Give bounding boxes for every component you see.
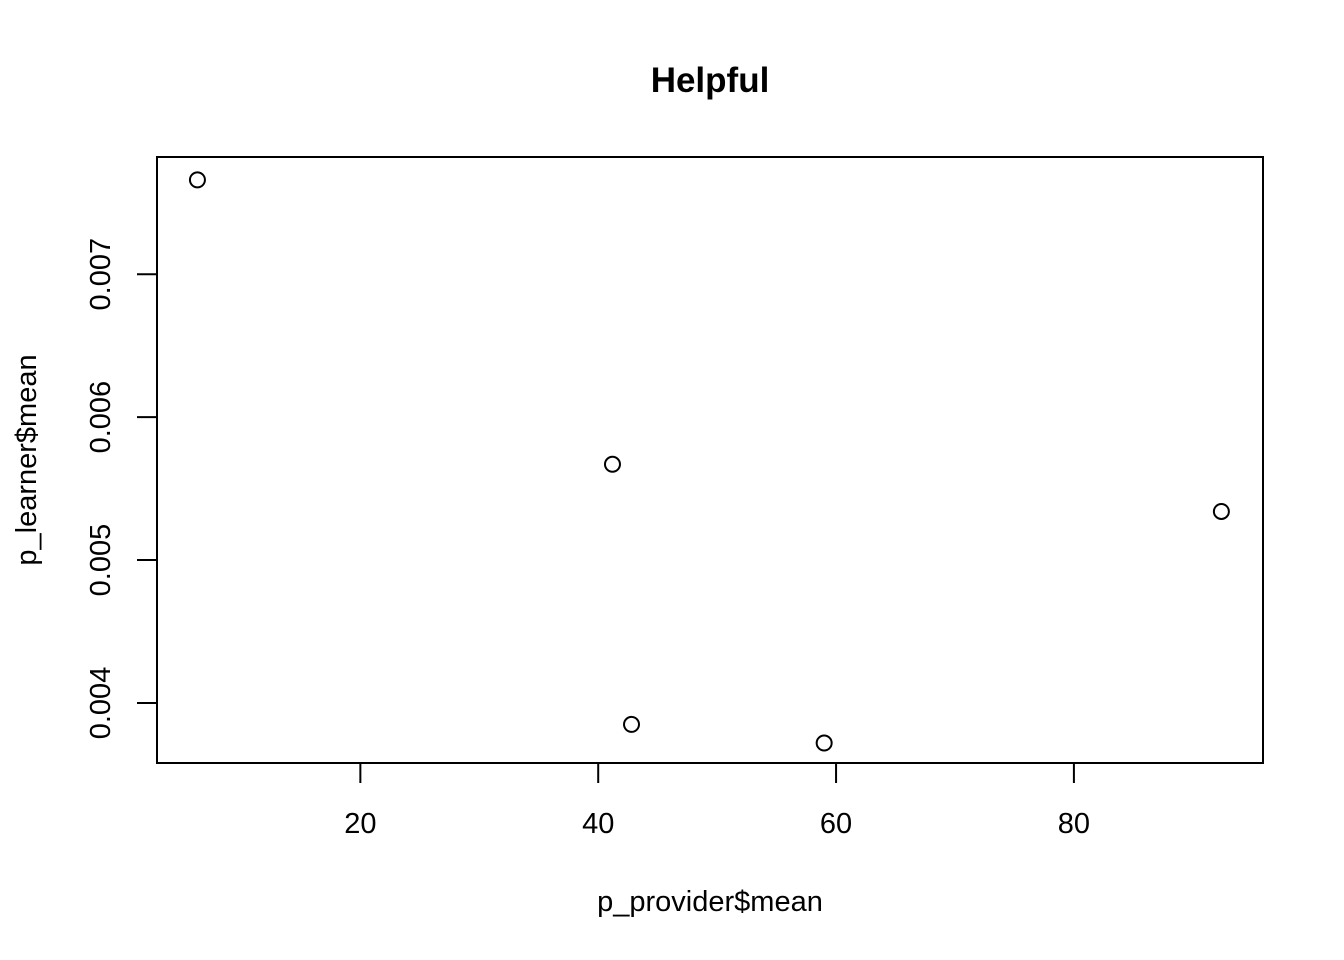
y-axis: 0.004 0.005 0.006 0.007 (85, 238, 158, 740)
y-tick-label: 0.005 (85, 524, 117, 597)
x-tick-label: 20 (344, 808, 376, 840)
chart-title: Helpful (651, 61, 770, 100)
x-tick-label: 80 (1058, 808, 1090, 840)
data-point (603, 455, 621, 473)
data-point (188, 171, 206, 189)
data-point (815, 734, 833, 752)
x-tick-label: 60 (820, 808, 852, 840)
y-tick-label: 0.006 (85, 381, 117, 454)
data-points (188, 171, 1230, 752)
plot-frame (156, 156, 1264, 764)
x-axis: 20 40 60 80 (344, 762, 1090, 840)
data-point (1212, 502, 1230, 520)
y-axis-label: p_learner$mean (11, 354, 43, 565)
y-tick-label: 0.007 (85, 238, 117, 311)
data-point (623, 715, 641, 733)
x-axis-label: p_provider$mean (597, 886, 823, 918)
x-tick-label: 40 (582, 808, 614, 840)
y-tick-label: 0.004 (85, 667, 117, 740)
